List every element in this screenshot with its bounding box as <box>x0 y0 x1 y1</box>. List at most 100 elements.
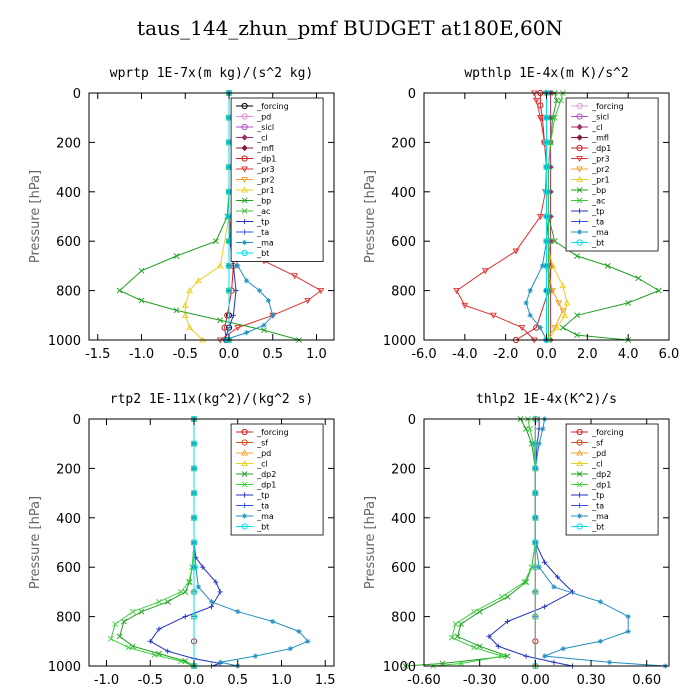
panel-3-data-point <box>235 609 241 615</box>
panel-3-data-point <box>177 588 184 595</box>
panel-3-legend-label: _dp1 <box>256 481 276 490</box>
panel-4-legend-label: _tp <box>591 491 604 500</box>
panel-1-data-point <box>186 287 193 294</box>
panel-4-data-point <box>532 440 539 447</box>
panel-3-legend-marker <box>241 449 248 456</box>
panel-2-data-point <box>543 114 550 121</box>
panel-4-legend-label: _ta <box>591 502 604 511</box>
panel-4-data-point <box>597 599 603 605</box>
panel-3-legend-marker <box>242 513 248 519</box>
panel-2-data-point <box>553 324 561 331</box>
panel-3-x-tick-label: -1.0 <box>94 673 119 688</box>
panel-1-legend-label: _pr1 <box>256 186 274 195</box>
panel-1-data-point <box>230 312 236 318</box>
panel-1-legend-marker <box>241 113 248 120</box>
panel-3-data-point <box>190 465 198 472</box>
panel-1-y-tick-label: 800 <box>56 285 81 300</box>
panel-4-data-point <box>536 441 542 447</box>
panel-2-data-point <box>537 213 544 221</box>
panel-4-legend-marker <box>576 459 583 467</box>
panel-3-data-point <box>112 621 119 627</box>
panel-2-x-tick-label: 0.0 <box>536 347 557 362</box>
panel-3-x-tick-label: 0.5 <box>227 673 248 688</box>
panel-3-legend-marker <box>241 459 248 467</box>
panel-1-legend-label: _cl <box>256 134 268 143</box>
panel-2-legend-label: _bp <box>591 186 606 195</box>
panel-2-data-point <box>518 325 526 332</box>
panel-1-legend-marker <box>241 186 248 193</box>
panel-4-data-point <box>471 608 478 615</box>
panel-4-frame <box>423 418 670 667</box>
panel-2-x-tick-label: 6.0 <box>659 347 680 362</box>
panel-4-legend-marker <box>577 513 583 519</box>
panel-1-x-tick-label: -1.0 <box>129 347 154 362</box>
panel-2-legend-marker <box>577 208 583 214</box>
panel-2-legend-label: _pr1 <box>591 176 609 185</box>
panel-4-data-point <box>504 618 511 625</box>
panel-1-legend-label: _pr3 <box>256 165 274 174</box>
panel-4-x-tick-label: -0.60 <box>407 673 441 688</box>
panel-4-legend-marker <box>576 449 583 456</box>
panel-4-title: thlp2 1E-4x(K^2)/s <box>476 392 617 407</box>
panel-2-y-tick-label: 800 <box>391 285 416 300</box>
panel-3-data-point <box>213 579 219 585</box>
panel-4-legend-marker <box>576 481 583 488</box>
panel-1-x-tick-label: 1.0 <box>306 347 327 362</box>
panel-1-data-point <box>243 278 250 284</box>
panel-1-legend-marker <box>242 229 248 235</box>
panel-2-y-tick-label: 1000 <box>383 334 416 349</box>
panel-2-legend-label: _pr3 <box>591 155 609 164</box>
panel-1-data-point <box>224 312 231 319</box>
panel-2-data-point <box>574 332 581 338</box>
panel-3-frame <box>88 418 335 667</box>
panel-2-legend-marker <box>577 229 583 235</box>
panel-1-x-tick-label: -0.5 <box>173 347 198 362</box>
panel-3-data-point <box>151 651 158 658</box>
panel-1-data-point <box>212 238 219 245</box>
panel-3-data-point <box>200 564 206 570</box>
panel-2-legend-marker <box>576 197 583 204</box>
panel-3-data-point <box>129 608 136 615</box>
panel-2-data-point <box>561 311 569 318</box>
panel-3: 0 200 400 600 800 1000 -1.0 -0.5 0.0 0.5 1.0 1.5 rtp… <box>28 392 336 688</box>
panel-4-legend-label: _bt <box>591 523 604 532</box>
panel-2-y-axis-label: Pressure [hPa] <box>363 170 378 263</box>
page-title: taus_144_zhun_pmf BUDGET at180E,60N <box>137 16 563 40</box>
panel-4-legend-marker <box>576 428 583 436</box>
panel-4-data-point <box>448 634 455 641</box>
panel-4-data-point <box>504 653 511 660</box>
panel-4-legend-label: _sf <box>591 439 603 448</box>
panel-1-legend-label: _ac <box>256 207 270 216</box>
panel-2-legend-marker <box>576 102 583 110</box>
panel-1-legend-label: _mfl <box>256 144 274 153</box>
panel-1-data-point <box>181 311 189 318</box>
panel-1-data-point <box>265 297 271 304</box>
panel-4-data-point <box>551 659 557 665</box>
panel-2-legend-label: _mfl <box>591 134 609 143</box>
panel-4-y-tick-label: 1000 <box>383 660 416 675</box>
panel-4-data-point <box>458 621 465 627</box>
panel-3-data-point <box>193 564 199 570</box>
panel-4-data-point <box>532 564 539 571</box>
panel-2-y-tick-label: 400 <box>391 186 416 201</box>
panel-3-data-point <box>190 514 198 521</box>
panel-1-legend-marker <box>241 102 248 110</box>
panel-4-data-point <box>560 646 566 652</box>
panel-3-legend: _forcing _sf_pd _cl_dp2 _dp1_tp _ta_ma _bt <box>230 423 324 536</box>
panel-1-data-point <box>270 312 276 318</box>
panel-3-legend-label: _ma <box>256 512 274 521</box>
panel-3-legend-marker <box>241 481 248 488</box>
panel-4-legend-label: _ma <box>591 512 609 521</box>
panel-4-legend-marker <box>576 523 583 530</box>
panel-1-y-tick-label: 400 <box>56 186 81 201</box>
panel-2-x-tick-label: -4.0 <box>452 347 477 362</box>
panel-1-title: wprtp 1E-7x(m kg)/(s^2 kg) <box>110 66 314 81</box>
panel-4-data-point <box>523 579 530 585</box>
panel-3-data-point <box>125 644 132 651</box>
panel-4-y-tick-label: 400 <box>391 512 416 527</box>
panel-4-data-point <box>499 653 505 660</box>
panel-1-legend-marker <box>242 218 248 225</box>
panel-4-data-point <box>476 643 483 650</box>
panel-2-legend-label: _ma <box>591 228 609 237</box>
panel-4-legend-label: _cl <box>591 460 603 469</box>
